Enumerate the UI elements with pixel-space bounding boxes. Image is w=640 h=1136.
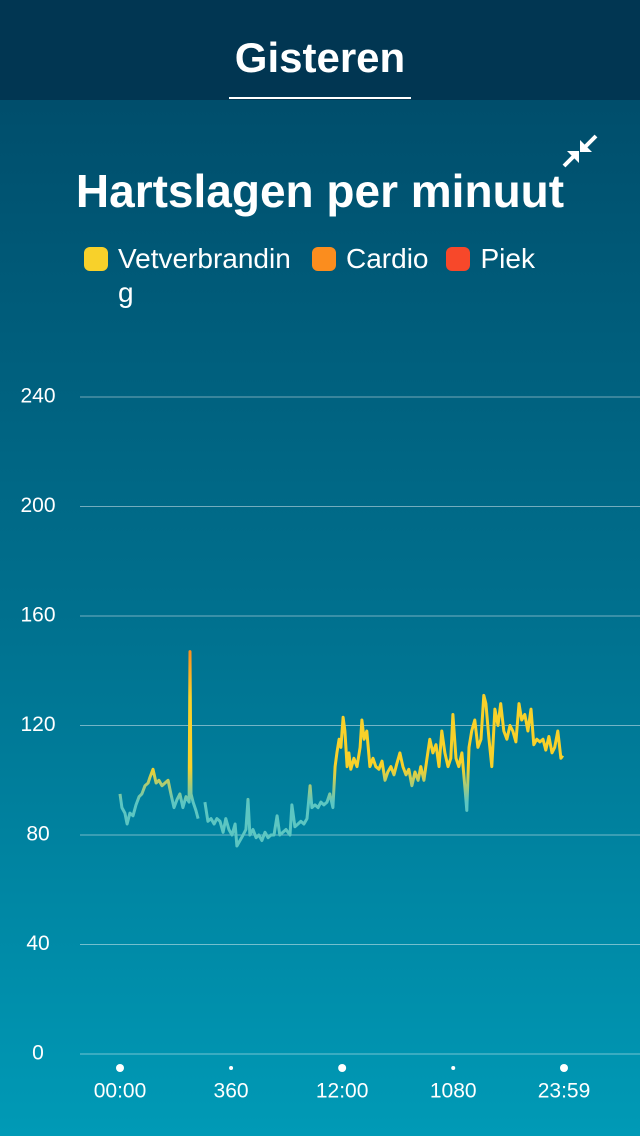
y-tick-label: 0 <box>32 1042 44 1065</box>
legend-swatch <box>446 247 471 271</box>
header-title[interactable]: Gisteren <box>234 34 406 81</box>
legend: Vetverbranding Cardio Piek <box>84 242 535 310</box>
legend-label: Piek <box>480 243 535 274</box>
x-tick-dot <box>116 1064 124 1072</box>
y-tick-label: 120 <box>20 713 55 736</box>
y-tick-label: 240 <box>20 385 55 408</box>
legend-item: Cardio <box>312 242 428 310</box>
legend-label: Cardio <box>346 243 429 274</box>
legend-label: Vetverbranding <box>118 243 291 308</box>
x-tick-label: 00:00 <box>94 1080 147 1103</box>
header-bar: Gisteren <box>0 0 640 100</box>
heart-rate-line <box>118 650 565 848</box>
legend-item: Piek <box>446 242 535 310</box>
y-tick-label: 160 <box>20 604 55 627</box>
x-tick-dot <box>229 1066 234 1070</box>
chart-title: Hartslagen per minuut <box>75 165 565 217</box>
x-tick-dot <box>451 1066 456 1070</box>
x-tick-label: 12:00 <box>316 1080 369 1103</box>
y-tick-label: 200 <box>20 494 55 517</box>
x-tick-label: 1080 <box>430 1080 477 1103</box>
y-tick-label: 40 <box>26 932 49 955</box>
legend-swatch <box>312 247 336 271</box>
legend-swatch <box>84 247 108 271</box>
legend-item: Vetverbranding <box>84 242 294 310</box>
x-tick-label: 23:59 <box>538 1080 591 1103</box>
y-tick-label: 80 <box>26 823 49 846</box>
x-tick-label: 360 <box>214 1080 249 1103</box>
collapse-icon[interactable] <box>562 134 598 168</box>
x-tick-dot <box>338 1064 347 1072</box>
tab-underline <box>229 97 411 99</box>
x-tick-dot <box>560 1064 568 1072</box>
